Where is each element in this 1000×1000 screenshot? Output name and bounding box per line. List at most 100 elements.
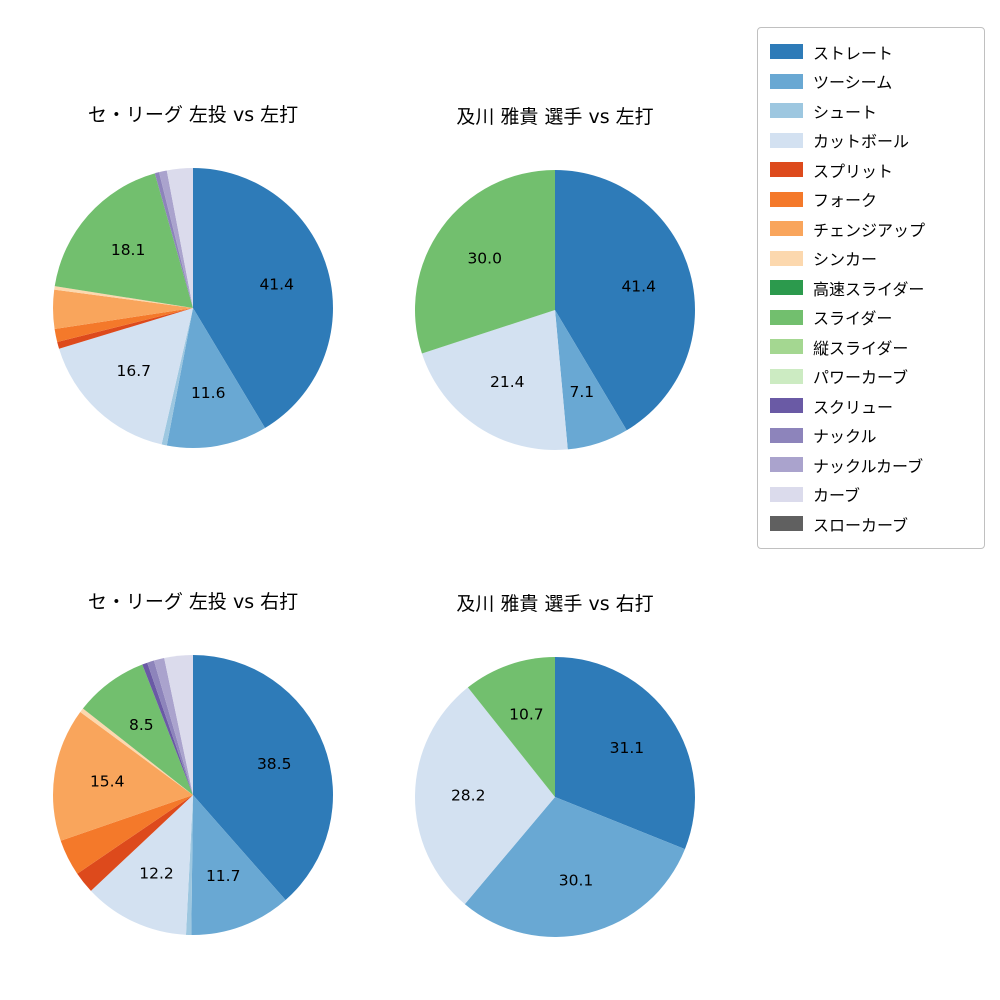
- pie-slice: [53, 289, 194, 330]
- pie-slice: [54, 173, 193, 308]
- pie-svg: 41.4 7.1 21.4 30.0: [414, 169, 695, 451]
- legend-item: パワーカーブ: [770, 362, 972, 392]
- pie-percentage-label: 30.0: [467, 250, 502, 268]
- pie-percentage-label: 21.4: [490, 373, 525, 391]
- pie-slice: [161, 308, 193, 446]
- pie-percentage-label: 30.1: [559, 872, 594, 890]
- pie-percentage-label: 12.2: [139, 864, 174, 882]
- legend-item: フォーク: [770, 185, 972, 215]
- pie-slice: [59, 308, 193, 445]
- pie-chart-player-vs-left: 41.4 7.1 21.4 30.0: [405, 160, 705, 460]
- pie-slice: [54, 286, 193, 308]
- pie-slice: [142, 662, 193, 795]
- legend-color-swatch: [770, 368, 803, 384]
- pie-percentage-label: 8.5: [129, 716, 154, 734]
- legend-item-label: ストレート: [813, 43, 894, 63]
- pie-svg: 41.4 11.6 16.7 18.1: [53, 168, 333, 448]
- legend-item: ナックルカーブ: [770, 450, 972, 480]
- legend-item-label: スプリット: [813, 161, 894, 181]
- legend-color-swatch: [770, 221, 803, 237]
- pie-chart-league-vs-left: 41.4 11.6 16.7 18.1: [43, 158, 343, 458]
- pie-slice: [82, 664, 193, 795]
- pie-percentage-label: 11.6: [191, 384, 226, 402]
- legend-item-label: カットボール: [813, 132, 910, 152]
- pie-slice: [164, 655, 193, 795]
- legend-item: スローカーブ: [770, 509, 972, 539]
- legend-item: スライダー: [770, 303, 972, 333]
- pie-slice: [166, 308, 266, 448]
- pie-slice: [414, 687, 555, 905]
- pie-percentage-label: 7.1: [569, 383, 594, 401]
- pie-slice: [193, 168, 333, 429]
- legend-item: チェンジアップ: [770, 214, 972, 244]
- legend-item-label: 縦スライダー: [813, 338, 909, 358]
- legend-color-swatch: [770, 398, 803, 414]
- legend-color-swatch: [770, 280, 803, 296]
- pie-slice: [464, 797, 685, 937]
- chart-title-player-vs-left: 及川 雅貴 選手 vs 左打: [456, 106, 654, 128]
- legend-color-swatch: [770, 44, 803, 60]
- pie-slice: [555, 310, 627, 450]
- pie-chart-league-vs-right: 38.5 11.7 12.2 15.4 8.5: [43, 645, 343, 945]
- legend-color-swatch: [770, 73, 803, 89]
- pie-slice: [54, 308, 194, 342]
- pie-slice: [166, 168, 193, 308]
- legend-item: 高速スライダー: [770, 273, 972, 303]
- legend-item-label: ナックル: [813, 427, 877, 447]
- legend-item: カットボール: [770, 126, 972, 156]
- legend: ストレートツーシームシュートカットボール スプリットフォークチェンジアップ シンカー…: [757, 27, 985, 549]
- pie-slice: [555, 657, 695, 850]
- legend-color-swatch: [770, 516, 803, 532]
- legend-color-swatch: [770, 162, 803, 178]
- pie-slice: [53, 712, 193, 841]
- pie-percentage-label: 41.4: [259, 275, 294, 293]
- pie-percentage-label: 10.7: [509, 706, 544, 724]
- legend-item: ナックル: [770, 421, 972, 451]
- legend-item: 縦スライダー: [770, 332, 972, 362]
- legend-item-label: パワーカーブ: [813, 368, 909, 388]
- legend-item-label: ツーシーム: [813, 73, 893, 93]
- legend-color-swatch: [770, 339, 803, 355]
- pie-percentage-label: 15.4: [90, 773, 125, 791]
- pie-percentage-label: 18.1: [111, 241, 146, 259]
- pie-slice: [153, 658, 193, 795]
- pie-slice: [159, 170, 193, 308]
- legend-color-swatch: [770, 457, 803, 473]
- legend-item: ツーシーム: [770, 67, 972, 97]
- legend-color-swatch: [770, 250, 803, 266]
- legend-item-label: スライダー: [813, 309, 893, 329]
- pie-slice: [193, 655, 334, 901]
- legend-item: シュート: [770, 96, 972, 126]
- legend-item-label: 高速スライダー: [813, 279, 925, 299]
- pie-percentage-label: 11.7: [206, 867, 241, 885]
- pie-slice: [185, 795, 193, 935]
- pie-slice: [414, 169, 555, 354]
- legend-item: スクリュー: [770, 391, 972, 421]
- pie-slice: [90, 795, 193, 935]
- pie-chart-player-vs-right: 31.1 30.1 28.2 10.7: [405, 647, 705, 947]
- pie-percentage-label: 31.1: [610, 739, 645, 757]
- legend-color-swatch: [770, 486, 803, 502]
- pie-slice: [80, 708, 193, 795]
- chart-title-league-vs-right: セ・リーグ 左投 vs 右打: [87, 591, 299, 613]
- pie-percentage-label: 41.4: [621, 277, 656, 295]
- legend-color-swatch: [770, 103, 803, 119]
- pie-percentage-label: 38.5: [257, 755, 292, 773]
- legend-item-label: フォーク: [813, 191, 878, 211]
- legend-item-label: チェンジアップ: [813, 220, 926, 240]
- pie-svg: 38.5 11.7 12.2 15.4 8.5: [53, 655, 334, 936]
- chart-title-player-vs-right: 及川 雅貴 選手 vs 右打: [456, 593, 654, 615]
- legend-item-label: シンカー: [813, 250, 878, 270]
- legend-color-swatch: [770, 309, 803, 325]
- pie-slice: [154, 172, 193, 308]
- legend-item: カーブ: [770, 480, 972, 510]
- legend-item-label: カーブ: [813, 486, 861, 506]
- legend-color-swatch: [770, 132, 803, 148]
- pie-svg: 31.1 30.1 28.2 10.7: [414, 657, 695, 937]
- legend-item-label: ナックルカーブ: [813, 456, 924, 476]
- pie-slice: [191, 795, 286, 936]
- legend-item-label: スクリュー: [813, 397, 894, 417]
- pie-percentage-label: 16.7: [117, 362, 152, 380]
- legend-item: シンカー: [770, 244, 972, 274]
